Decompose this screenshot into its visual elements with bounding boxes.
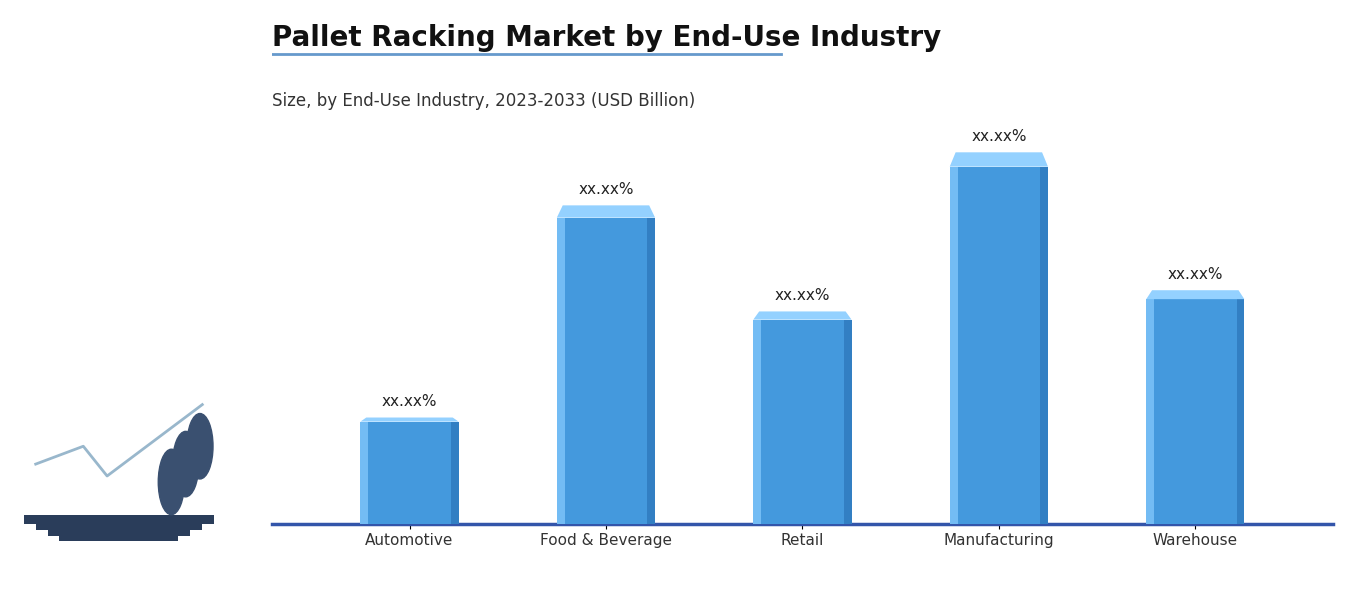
Circle shape <box>158 449 185 515</box>
Polygon shape <box>1146 290 1244 299</box>
Polygon shape <box>949 152 1049 167</box>
Text: 11.7: 11.7 <box>64 109 174 152</box>
Bar <box>1146 299 1155 524</box>
Bar <box>1040 167 1049 524</box>
Text: (2023 – 2033): (2023 – 2033) <box>56 372 182 390</box>
Circle shape <box>186 414 214 479</box>
Bar <box>843 320 851 524</box>
Text: Pallet Racking Market by End-Use Industry: Pallet Racking Market by End-Use Industr… <box>272 23 941 52</box>
Bar <box>1236 299 1244 524</box>
Polygon shape <box>360 418 458 422</box>
Bar <box>753 320 851 524</box>
Polygon shape <box>556 205 656 218</box>
Text: xx.xx%: xx.xx% <box>578 182 634 197</box>
Text: Size, by End-Use Industry, 2023-2033 (USD Billion): Size, by End-Use Industry, 2023-2033 (US… <box>272 92 695 110</box>
Polygon shape <box>753 311 851 320</box>
Text: xx.xx%: xx.xx% <box>971 129 1027 144</box>
Text: USD Billion in 2023: USD Billion in 2023 <box>30 205 208 223</box>
Text: xx.xx%: xx.xx% <box>382 394 438 409</box>
Bar <box>450 422 458 524</box>
FancyBboxPatch shape <box>35 521 203 530</box>
Bar <box>1146 299 1244 524</box>
Text: xx.xx%: xx.xx% <box>775 289 830 303</box>
Text: Total Market Size: Total Market Size <box>38 170 200 187</box>
Bar <box>360 422 458 524</box>
Bar <box>556 218 564 524</box>
Bar <box>753 320 762 524</box>
FancyBboxPatch shape <box>60 533 178 541</box>
Text: 7.7%: 7.7% <box>57 276 181 319</box>
Circle shape <box>173 431 199 497</box>
Bar <box>949 167 957 524</box>
Bar <box>647 218 656 524</box>
Bar <box>556 218 656 524</box>
FancyBboxPatch shape <box>48 527 190 536</box>
FancyBboxPatch shape <box>23 515 215 524</box>
Text: xx.xx%: xx.xx% <box>1167 267 1223 282</box>
Bar <box>360 422 369 524</box>
Bar <box>949 167 1049 524</box>
Text: CAGR: CAGR <box>94 336 144 354</box>
